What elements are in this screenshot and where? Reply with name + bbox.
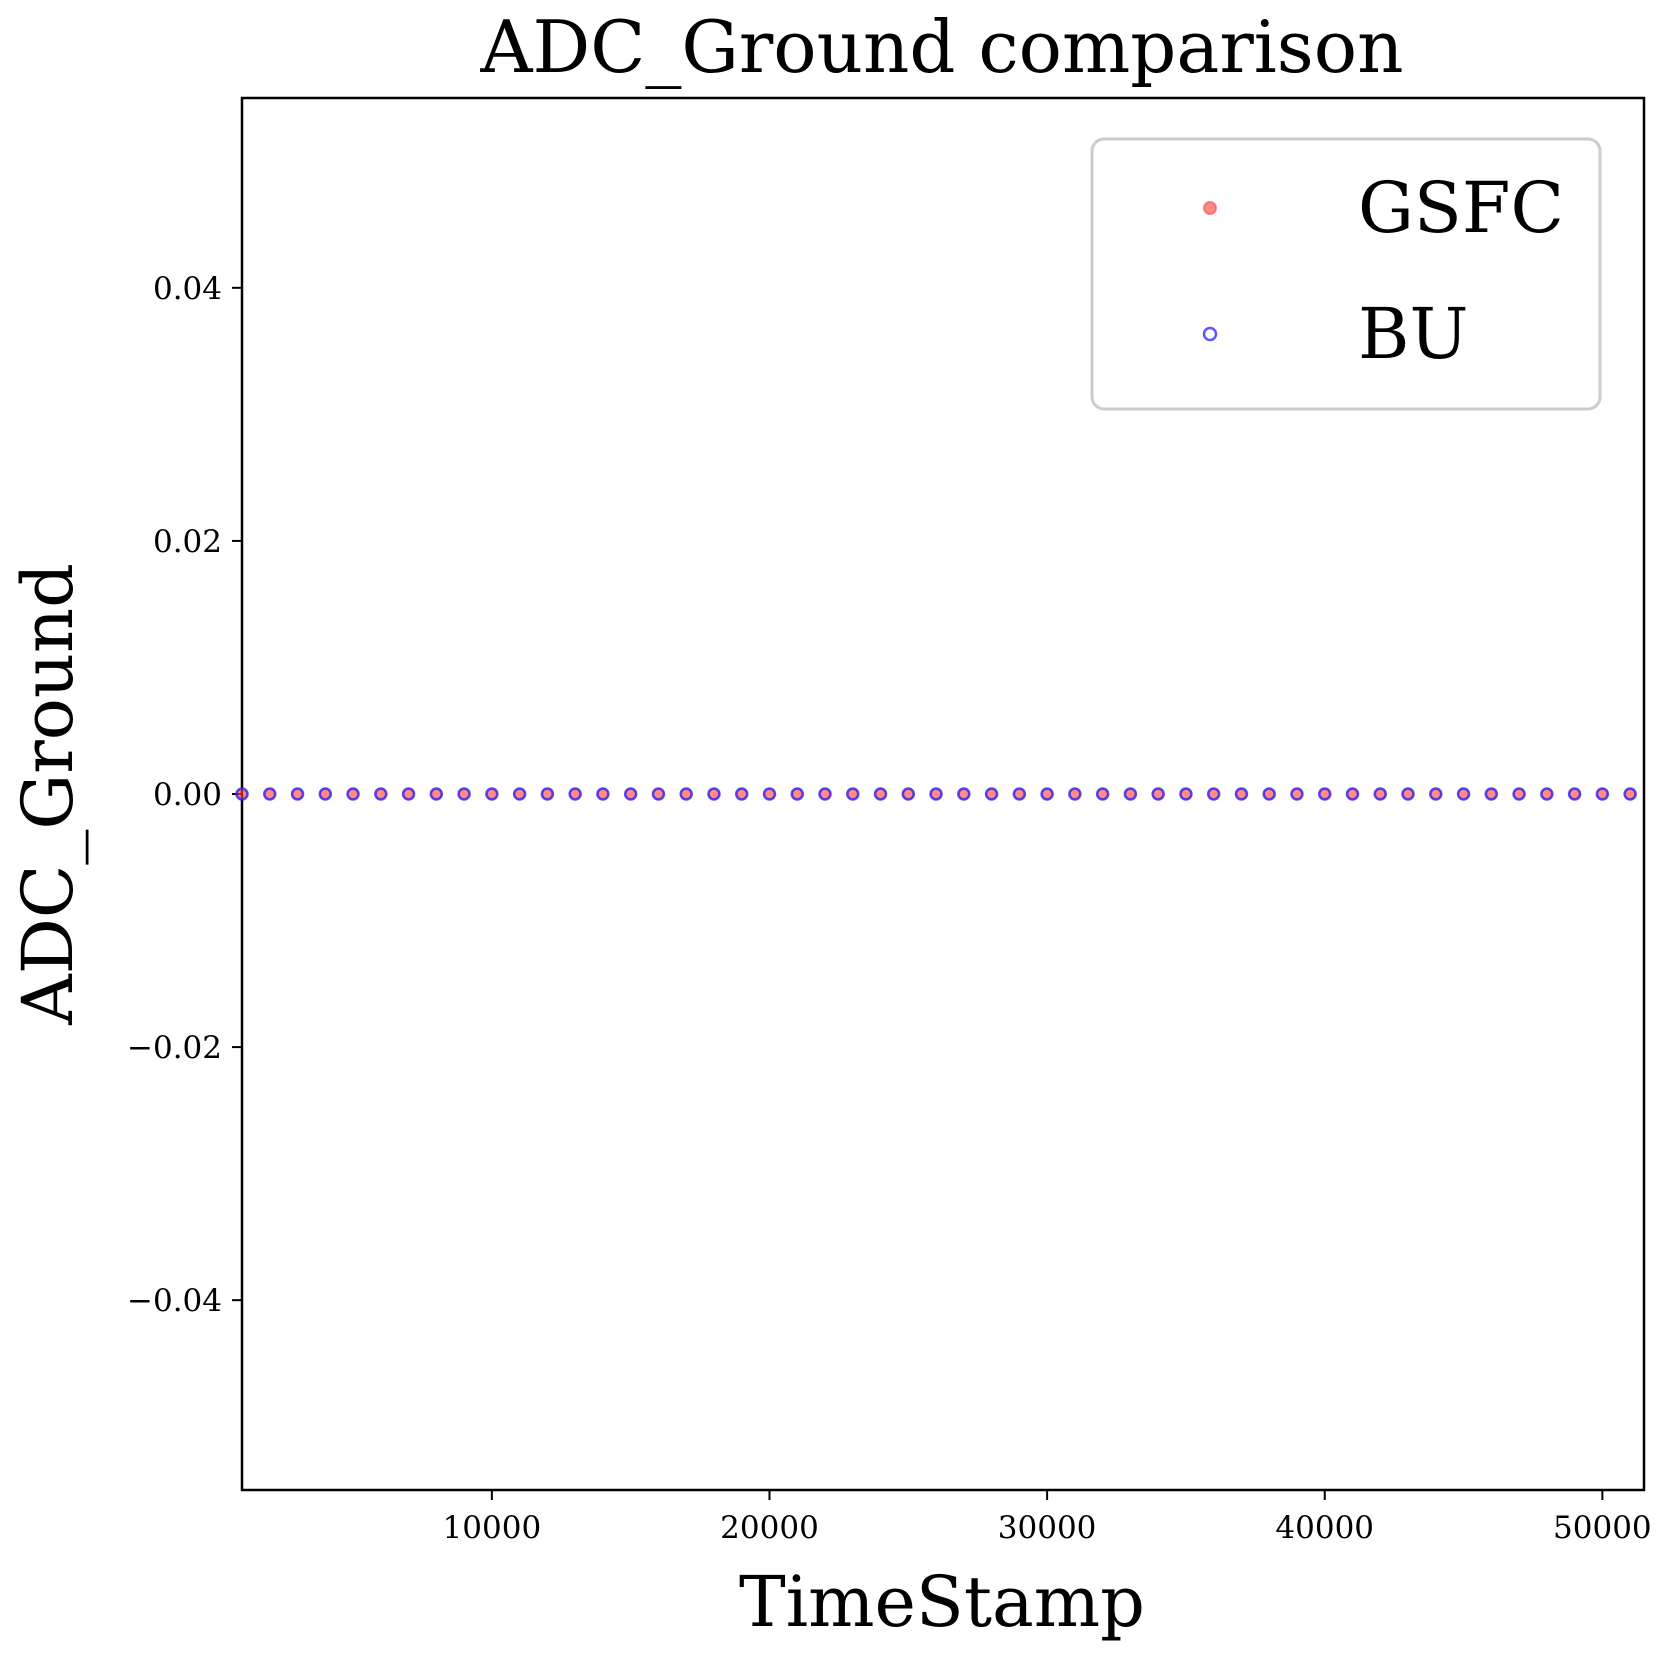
x-axis-label: TimeStamp	[739, 1561, 1145, 1643]
bu-point	[1540, 787, 1554, 801]
bu-point	[818, 787, 832, 801]
chart-title: ADC_Ground comparison	[480, 5, 1404, 89]
data-points	[235, 787, 1637, 801]
y-tick-label: 0.00	[153, 777, 222, 813]
bu-point	[679, 787, 693, 801]
legend-label: GSFC	[1358, 167, 1564, 249]
bu-point	[1012, 787, 1027, 801]
x-tick-label: 10000	[443, 1510, 542, 1546]
x-axis: 10000 20000 30000 40000 50000	[443, 1490, 1652, 1546]
bu-point	[1317, 787, 1332, 801]
bu-point	[318, 787, 333, 801]
bu-point	[1290, 787, 1304, 801]
bu-point	[1567, 787, 1582, 801]
bu-point	[1234, 787, 1249, 801]
bu-point	[623, 787, 638, 801]
bu-point	[1068, 787, 1082, 801]
y-axis-label: ADC_Ground	[7, 563, 89, 1026]
bu-point	[707, 787, 721, 801]
bu-point	[568, 787, 582, 801]
x-tick-label: 20000	[720, 1510, 819, 1546]
bu-point	[346, 787, 360, 801]
bu-point	[762, 787, 777, 801]
y-axis: 0.04 0.02 0.00 −0.02 −0.04	[127, 271, 242, 1319]
bu-point	[1456, 787, 1471, 801]
bu-point	[1040, 787, 1054, 801]
bu-point	[1373, 787, 1388, 801]
bu-point	[540, 787, 555, 801]
bu-point	[1401, 787, 1415, 801]
bu-point	[1179, 787, 1193, 801]
bu-point	[1123, 787, 1138, 801]
bu-point	[734, 787, 749, 801]
bu-point	[1429, 787, 1443, 801]
bu-point	[263, 787, 277, 801]
legend-box	[1090, 137, 1602, 411]
legend-marker-gsfc	[1203, 201, 1217, 215]
bu-point	[374, 787, 388, 801]
bu-point	[790, 787, 804, 801]
bu-point	[512, 787, 527, 801]
bu-point	[1262, 787, 1276, 801]
bu-point	[429, 787, 444, 801]
legend-marker-bu	[1202, 326, 1218, 342]
bu-point	[984, 787, 999, 801]
bu-point	[1484, 787, 1499, 801]
bu-point	[1151, 787, 1165, 801]
bu-point	[457, 787, 471, 801]
bu-point	[929, 787, 943, 801]
bu-point	[401, 787, 416, 801]
bu-point	[1095, 787, 1110, 801]
y-tick-label: 0.02	[153, 524, 222, 560]
bu-point	[1345, 787, 1360, 801]
plot-area: 10000 20000 30000 40000 50000 0.04 0.02 0.00 −0…	[127, 96, 1652, 1546]
bu-point	[1623, 787, 1637, 801]
bu-point	[485, 787, 499, 801]
bu-point	[235, 787, 249, 801]
y-tick-label: 0.04	[153, 271, 222, 307]
x-tick-label: 30000	[998, 1510, 1097, 1546]
y-tick-label: −0.02	[127, 1030, 222, 1066]
bu-point	[846, 787, 860, 801]
bu-point	[290, 787, 305, 801]
bu-point	[651, 787, 666, 801]
x-tick-label: 40000	[1275, 1510, 1374, 1546]
bu-point	[596, 787, 610, 801]
x-tick-label: 50000	[1553, 1510, 1652, 1546]
bu-point	[957, 787, 971, 801]
legend: GSFC BU	[1090, 137, 1602, 411]
bu-point	[901, 787, 916, 801]
bu-point	[873, 787, 888, 801]
bu-point	[1512, 787, 1526, 801]
bu-point	[1206, 787, 1221, 801]
bu-point	[1595, 787, 1610, 801]
legend-label: BU	[1358, 293, 1468, 375]
y-tick-label: −0.04	[127, 1283, 222, 1319]
